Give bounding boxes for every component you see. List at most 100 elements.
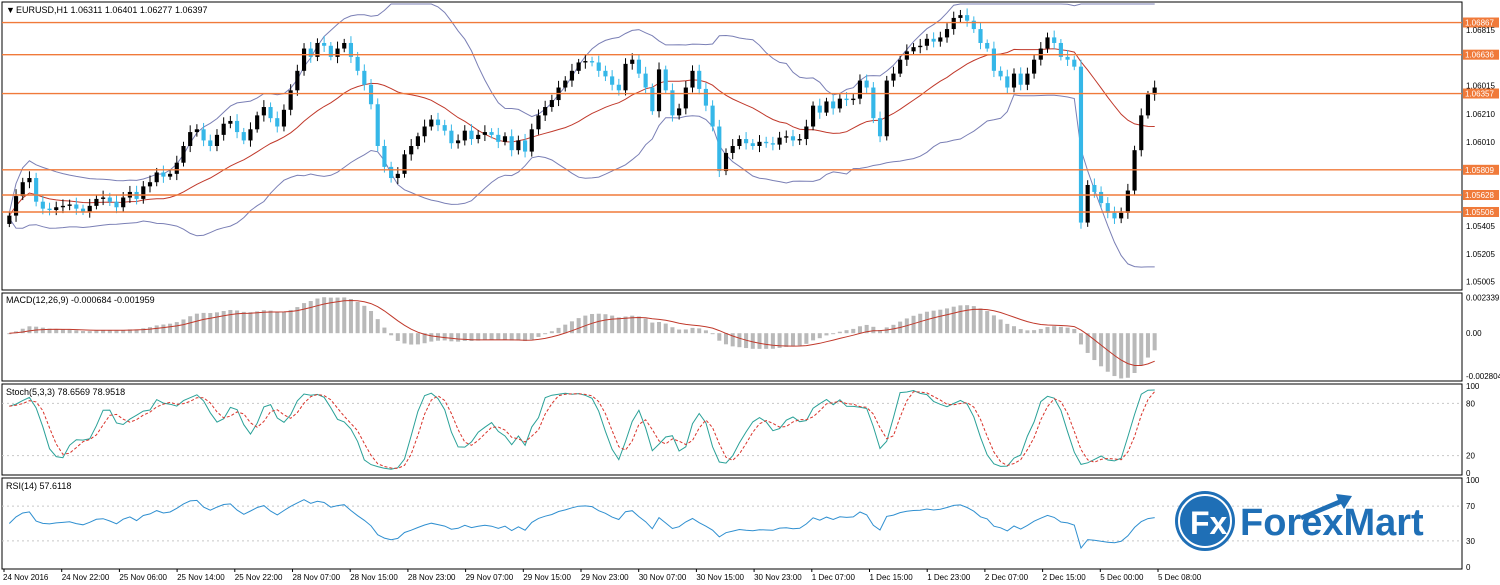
macd-bar bbox=[717, 333, 722, 341]
time-tick-label: 30 Nov 15:00 bbox=[696, 573, 744, 582]
macd-bar bbox=[328, 297, 333, 334]
macd-bar bbox=[342, 297, 347, 334]
candle-body bbox=[415, 136, 420, 146]
macd-bar bbox=[101, 330, 106, 334]
macd-bar bbox=[851, 328, 856, 334]
macd-bar bbox=[516, 333, 521, 341]
macd-bar bbox=[918, 313, 923, 334]
rsi-line bbox=[8, 499, 1155, 550]
macd-bar bbox=[958, 305, 963, 334]
macd-bar bbox=[871, 326, 876, 334]
macd-bar bbox=[40, 327, 45, 334]
candle-body bbox=[877, 118, 883, 137]
macd-bar bbox=[415, 333, 420, 345]
candle-body bbox=[522, 140, 528, 152]
candle-body bbox=[409, 146, 414, 155]
macd-bar bbox=[824, 333, 829, 336]
time-tick-label: 29 Nov 23:00 bbox=[581, 573, 629, 582]
upper-band-line bbox=[8, 3, 1155, 213]
time-tick-label: 25 Nov 14:00 bbox=[177, 573, 225, 582]
macd-bar bbox=[1052, 326, 1057, 334]
level-label: 1.06636 bbox=[1465, 51, 1494, 60]
candle-body bbox=[610, 76, 615, 85]
macd-bar bbox=[54, 329, 59, 334]
time-tick-label: 5 Dec 08:00 bbox=[1158, 573, 1202, 582]
macd-bar bbox=[168, 323, 173, 334]
candle-body bbox=[1125, 190, 1130, 213]
candle-body bbox=[911, 47, 916, 52]
macd-bar bbox=[201, 312, 206, 334]
candle-body bbox=[1058, 42, 1063, 57]
macd-bar bbox=[288, 309, 293, 334]
macd-bar bbox=[469, 333, 474, 342]
macd-bar bbox=[1005, 323, 1010, 334]
macd-bar bbox=[422, 333, 427, 344]
macd-bar bbox=[248, 312, 253, 334]
macd-bar bbox=[670, 327, 675, 334]
candle-body bbox=[429, 119, 434, 127]
time-tick-label: 24 Nov 2016 bbox=[3, 573, 49, 582]
macd-bar bbox=[998, 319, 1003, 334]
candle-body bbox=[965, 15, 970, 21]
candle-body bbox=[462, 130, 467, 141]
macd-bar bbox=[951, 306, 956, 334]
candle-body bbox=[650, 87, 655, 112]
level-label: 1.05506 bbox=[1465, 208, 1494, 217]
macd-bar bbox=[181, 319, 186, 334]
macd-bar bbox=[121, 330, 126, 334]
macd-bar bbox=[20, 328, 25, 334]
candle-body bbox=[174, 162, 179, 174]
price-tick-label: 1.05205 bbox=[1466, 250, 1495, 259]
macd-bar bbox=[315, 298, 320, 334]
candle-body bbox=[1092, 184, 1097, 192]
macd-bar bbox=[523, 333, 528, 342]
candle-body bbox=[549, 100, 554, 108]
time-axis: 24 Nov 2016 24 Nov 22:00 25 Nov 06:00 25 No… bbox=[3, 569, 1202, 582]
candle-body bbox=[744, 139, 749, 144]
time-tick-label: 30 Nov 07:00 bbox=[639, 573, 687, 582]
level-label: 1.06867 bbox=[1465, 19, 1494, 28]
macd-bar bbox=[134, 329, 139, 334]
candle-body bbox=[308, 48, 313, 57]
macd-bar bbox=[616, 317, 621, 334]
macd-bar bbox=[302, 303, 307, 334]
candle-body bbox=[228, 120, 233, 124]
macd-bar bbox=[1139, 333, 1144, 366]
candle-body bbox=[375, 104, 380, 146]
macd-bar bbox=[770, 333, 775, 349]
candle-body bbox=[723, 152, 729, 172]
candle-body bbox=[717, 126, 722, 172]
candle-body bbox=[730, 146, 735, 153]
candle-body bbox=[750, 143, 755, 146]
candle-body bbox=[817, 105, 822, 113]
stoch-tick-label: 80 bbox=[1466, 399, 1475, 408]
macd-bar bbox=[107, 330, 112, 334]
candle-body bbox=[904, 51, 909, 60]
candle-body bbox=[991, 48, 996, 71]
candle-body bbox=[281, 109, 287, 127]
macd-bar bbox=[677, 329, 682, 334]
time-tick-label: 1 Dec 23:00 bbox=[927, 573, 971, 582]
candle-body bbox=[13, 196, 19, 216]
time-tick-label: 29 Nov 07:00 bbox=[466, 573, 514, 582]
rsi-tick-label: 70 bbox=[1466, 502, 1475, 511]
candle-body bbox=[208, 140, 213, 146]
macd-bar bbox=[965, 305, 970, 334]
candle-body bbox=[958, 15, 963, 18]
candle-body bbox=[944, 29, 950, 38]
macd-tick-label: 0.002339 bbox=[1466, 293, 1500, 302]
candle-body bbox=[998, 70, 1003, 77]
macd-bar bbox=[67, 329, 72, 334]
candle-body bbox=[543, 107, 548, 116]
macd-bar bbox=[750, 333, 755, 349]
macd-bar bbox=[1092, 333, 1097, 361]
candle-body bbox=[656, 69, 662, 112]
macd-bar bbox=[1072, 328, 1077, 334]
stoch-main-line bbox=[9, 389, 1155, 470]
macd-bar bbox=[811, 333, 816, 341]
candle-body bbox=[884, 80, 889, 137]
candle-body bbox=[844, 98, 849, 101]
macd-bar bbox=[737, 333, 742, 348]
macd-bar bbox=[657, 321, 662, 334]
candle-body bbox=[764, 141, 769, 144]
